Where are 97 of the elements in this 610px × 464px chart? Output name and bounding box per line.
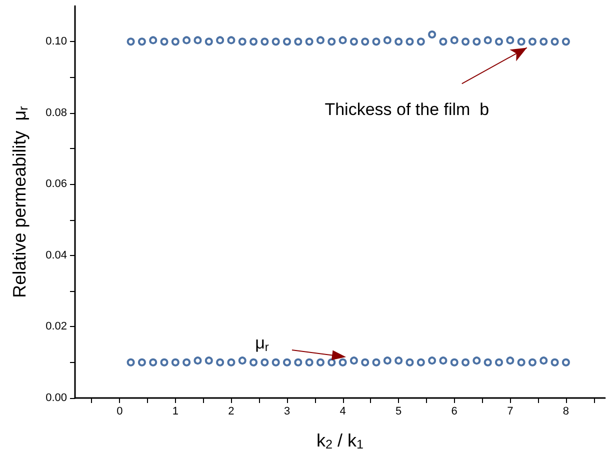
point [160, 358, 168, 366]
point [182, 36, 191, 44]
x-tick-label: 0 [116, 406, 123, 418]
point [550, 38, 559, 46]
point [450, 358, 458, 366]
annotation: Thickess of the film b [324, 100, 490, 120]
point [361, 358, 370, 366]
point [528, 358, 536, 366]
point [462, 358, 470, 366]
y-tick-label: 0.08 [46, 106, 67, 119]
point [428, 356, 436, 365]
point [216, 358, 224, 366]
point [171, 358, 180, 366]
point [328, 358, 336, 366]
point [260, 38, 269, 46]
x-tick-label: 6 [451, 406, 458, 418]
point [160, 38, 168, 46]
point [495, 38, 503, 46]
y-tick-label: 0.02 [46, 320, 67, 333]
point [204, 356, 213, 365]
x-tick-label: 1 [172, 406, 178, 418]
point [350, 356, 358, 365]
point [216, 36, 224, 44]
point [439, 38, 448, 46]
point [283, 38, 291, 46]
point [416, 38, 425, 46]
point [194, 356, 202, 365]
x-tick-label: 4 [340, 406, 346, 418]
point [406, 38, 414, 46]
point [149, 36, 158, 44]
point [484, 358, 492, 366]
point [517, 358, 526, 366]
point [294, 38, 302, 46]
point [394, 356, 403, 365]
x-tick-label: 5 [396, 406, 402, 418]
point [383, 356, 392, 365]
point [305, 358, 314, 366]
point [528, 38, 536, 46]
point [149, 358, 158, 366]
point [138, 358, 146, 366]
point [416, 358, 425, 366]
point [472, 356, 481, 365]
point [305, 38, 314, 46]
point [182, 358, 191, 366]
point [227, 36, 236, 44]
point [126, 358, 135, 366]
point [194, 36, 202, 44]
point [550, 358, 559, 366]
y-tick-label: 0.10 [46, 36, 67, 48]
point [428, 30, 436, 39]
point [540, 356, 548, 365]
point [361, 38, 370, 46]
point [338, 36, 347, 44]
point [338, 358, 347, 366]
x-tick-label: 3 [284, 406, 290, 418]
point [450, 36, 458, 44]
point [372, 38, 380, 46]
point [517, 38, 526, 46]
point [204, 38, 213, 46]
point [250, 358, 258, 366]
y-tick-label: 0.06 [46, 178, 67, 190]
point [283, 358, 291, 366]
point [506, 36, 514, 44]
point [250, 38, 258, 46]
point [562, 38, 570, 46]
x-tick-label: 8 [562, 406, 570, 418]
point [484, 36, 492, 44]
point [294, 358, 302, 366]
y-tick-label: 0.04 [46, 249, 67, 262]
point [540, 38, 548, 46]
point [394, 38, 403, 46]
point [316, 36, 324, 44]
point [406, 358, 414, 366]
point [138, 38, 146, 46]
point [171, 38, 180, 46]
point [495, 358, 503, 366]
point [472, 38, 481, 46]
point [350, 38, 358, 46]
point [272, 358, 280, 366]
point [227, 358, 236, 366]
x-tick-label: 2 [228, 406, 234, 418]
x-tick-label: 7 [507, 406, 514, 418]
point [238, 356, 246, 365]
point [506, 356, 514, 365]
point [439, 356, 448, 365]
point [238, 38, 246, 46]
point [372, 358, 380, 366]
point [562, 358, 570, 366]
point [316, 358, 324, 366]
y-axis-title: Relative permeability μr [9, 106, 30, 298]
point [260, 358, 269, 366]
point [328, 38, 336, 46]
y-tick-label: 0.00 [46, 392, 67, 404]
point [383, 36, 392, 44]
point [462, 38, 470, 46]
point [272, 38, 280, 46]
point [126, 38, 135, 46]
